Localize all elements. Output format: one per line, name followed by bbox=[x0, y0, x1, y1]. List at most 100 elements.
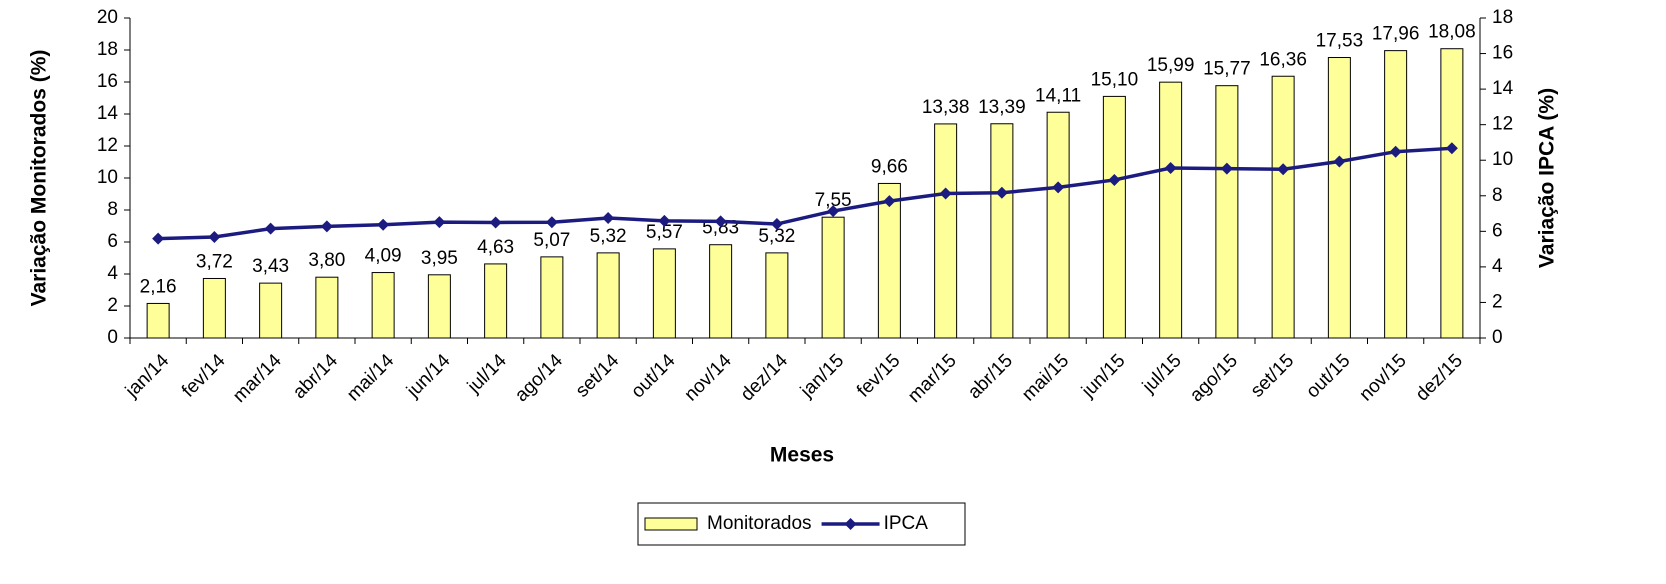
x-tick-label: out/14 bbox=[627, 350, 680, 403]
y-axis-title: Variação Monitorados (%) bbox=[28, 50, 51, 307]
y2-tick-label: 14 bbox=[1492, 78, 1514, 99]
value-label: 4,63 bbox=[477, 237, 514, 258]
y2-tick-label: 6 bbox=[1492, 220, 1503, 241]
line bbox=[158, 146, 1452, 241]
line-marker bbox=[1052, 181, 1065, 194]
y-tick-label: 0 bbox=[107, 327, 118, 348]
bar bbox=[1215, 85, 1239, 339]
value-label: 15,10 bbox=[1091, 69, 1139, 90]
x-tick-label: jan/14 bbox=[121, 350, 173, 402]
line-marker bbox=[152, 232, 165, 245]
value-label: 3,95 bbox=[421, 248, 458, 269]
x-tick-label: jul/15 bbox=[1138, 350, 1186, 398]
value-label: 13,38 bbox=[922, 97, 970, 118]
bar bbox=[315, 276, 339, 339]
x-tick-label: out/15 bbox=[1302, 350, 1354, 402]
line-marker bbox=[827, 205, 840, 218]
line-marker bbox=[995, 186, 1008, 199]
y2-tick-label: 12 bbox=[1492, 114, 1513, 135]
bar bbox=[371, 272, 395, 339]
bar bbox=[1327, 57, 1351, 339]
y-tick-label: 6 bbox=[107, 231, 118, 252]
value-label: 13,39 bbox=[978, 97, 1026, 118]
bar bbox=[259, 282, 283, 339]
x-tick-label: jun/15 bbox=[1077, 350, 1129, 402]
x-tick-label: abr/15 bbox=[964, 350, 1017, 403]
x-tick-label: abr/14 bbox=[289, 350, 342, 403]
y-tick-label: 10 bbox=[97, 167, 118, 188]
x-tick-label: dez/15 bbox=[1412, 350, 1467, 405]
value-label: 17,53 bbox=[1316, 31, 1364, 52]
line-marker bbox=[545, 216, 558, 229]
line-marker bbox=[1164, 162, 1177, 175]
value-label: 3,72 bbox=[196, 251, 233, 272]
value-label: 18,08 bbox=[1428, 22, 1476, 43]
line-marker bbox=[1445, 142, 1458, 155]
bar bbox=[1384, 50, 1408, 339]
x-tick-label: ago/14 bbox=[511, 350, 567, 406]
value-label: 5,32 bbox=[590, 226, 627, 247]
line-marker bbox=[264, 222, 277, 235]
y2-axis-title: Variação IPCA (%) bbox=[1536, 88, 1559, 268]
line-marker bbox=[602, 212, 615, 224]
x-tick-label: jun/14 bbox=[402, 350, 454, 402]
x-tick-label: mar/14 bbox=[229, 350, 286, 407]
x-tick-label: nov/15 bbox=[1356, 350, 1411, 405]
y-tick-label: 20 bbox=[97, 7, 118, 28]
line-marker bbox=[714, 215, 727, 228]
bar bbox=[765, 252, 789, 339]
line-marker bbox=[883, 195, 896, 208]
legend-label: IPCA bbox=[884, 513, 929, 534]
value-label: 5,57 bbox=[646, 222, 683, 243]
bar bbox=[709, 244, 733, 339]
y-tick-label: 14 bbox=[97, 103, 119, 124]
legend-swatch bbox=[644, 517, 698, 531]
bar bbox=[652, 248, 676, 339]
value-label: 2,16 bbox=[140, 276, 177, 297]
line-marker bbox=[939, 187, 952, 200]
line-marker bbox=[770, 218, 783, 231]
bar bbox=[484, 263, 508, 339]
y2-tick-label: 8 bbox=[1492, 185, 1503, 206]
value-label: 5,07 bbox=[533, 230, 570, 251]
legend-label: Monitorados bbox=[707, 513, 812, 534]
y-tick-label: 8 bbox=[107, 199, 118, 220]
x-tick-label: set/15 bbox=[1247, 350, 1298, 401]
bar bbox=[1046, 111, 1070, 339]
line-marker bbox=[377, 218, 390, 231]
line-marker bbox=[1220, 162, 1233, 175]
y-tick-label: 16 bbox=[97, 71, 118, 92]
bar bbox=[1159, 81, 1183, 339]
bar bbox=[146, 302, 170, 339]
x-tick-label: dez/14 bbox=[737, 350, 792, 405]
x-tick-label: jul/14 bbox=[463, 350, 511, 398]
line-marker bbox=[208, 231, 221, 244]
legend-swatch bbox=[844, 518, 857, 530]
line-marker bbox=[1333, 155, 1346, 168]
line-marker bbox=[489, 216, 502, 229]
y-tick-label: 12 bbox=[97, 135, 118, 156]
y2-tick-label: 4 bbox=[1492, 256, 1503, 277]
value-label: 15,99 bbox=[1147, 55, 1195, 76]
bar bbox=[202, 277, 226, 339]
y2-tick-label: 18 bbox=[1492, 7, 1513, 28]
value-label: 17,96 bbox=[1372, 24, 1420, 45]
bar bbox=[1440, 48, 1464, 339]
y2-tick-label: 0 bbox=[1492, 327, 1503, 348]
y2-tick-label: 2 bbox=[1492, 291, 1503, 312]
x-tick-label: fev/14 bbox=[178, 350, 230, 402]
value-label: 4,09 bbox=[365, 246, 402, 267]
value-label: 7,55 bbox=[815, 190, 852, 211]
x-tick-label: nov/14 bbox=[681, 350, 736, 405]
y-tick-label: 18 bbox=[97, 39, 118, 60]
bar bbox=[540, 256, 564, 339]
x-tick-label: set/14 bbox=[572, 350, 624, 402]
bar bbox=[934, 123, 958, 339]
line-marker bbox=[658, 214, 671, 227]
x-tick-label: ago/15 bbox=[1186, 350, 1242, 406]
value-label: 3,80 bbox=[308, 250, 345, 271]
bar bbox=[427, 274, 451, 339]
y2-tick-label: 10 bbox=[1492, 149, 1513, 170]
line-marker bbox=[1277, 163, 1290, 176]
